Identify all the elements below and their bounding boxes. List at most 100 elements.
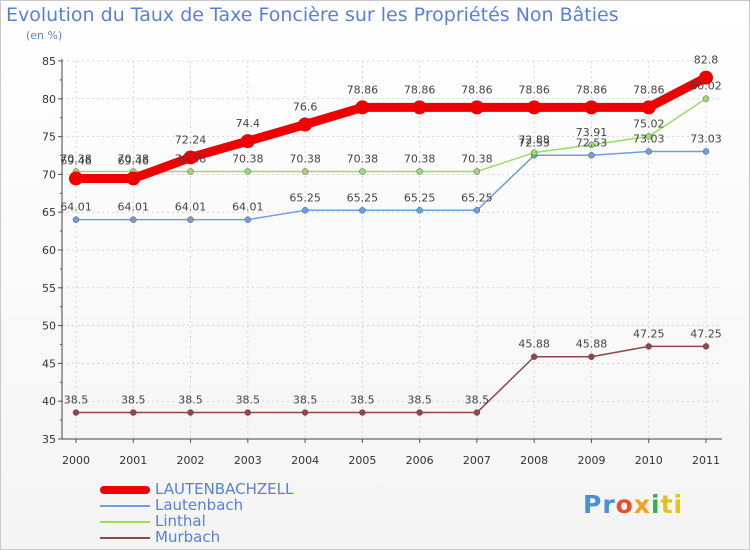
- data-label: 78.86: [404, 83, 436, 96]
- data-label: 70.38: [118, 153, 150, 166]
- data-label: 78.86: [347, 83, 379, 96]
- legend-item-linthal: Linthal: [100, 512, 360, 530]
- data-point: [530, 149, 538, 156]
- x-tick-label: 2005: [348, 454, 376, 467]
- data-label: 64.01: [232, 201, 264, 214]
- data-label: 72.53: [518, 136, 550, 149]
- legend-swatch-lautenbach: [100, 505, 150, 507]
- data-point: [187, 409, 194, 416]
- data-label: 74.4: [236, 117, 261, 130]
- data-label: 45.88: [518, 338, 550, 351]
- data-point: [69, 171, 83, 186]
- legend-swatch-linthal: [100, 521, 150, 523]
- y-tick-label: 75: [42, 131, 56, 144]
- x-tick-label: 2001: [119, 454, 147, 467]
- data-point: [244, 216, 252, 223]
- data-point: [473, 409, 481, 416]
- x-tick-label: 2000: [62, 454, 90, 467]
- data-label: 73.03: [633, 132, 665, 145]
- data-label: 38.5: [293, 394, 318, 407]
- y-axis-unit-label: (en %): [26, 29, 63, 42]
- data-label: 64.01: [60, 201, 92, 214]
- y-tick-label: 70: [42, 168, 56, 181]
- data-point: [584, 100, 599, 115]
- data-label: 70.38: [289, 153, 321, 166]
- y-tick-label: 60: [42, 244, 56, 257]
- data-label: 78.86: [461, 83, 493, 96]
- data-point: [588, 152, 595, 159]
- data-labels: 69.46 69.46 72.24 74.4 76.6 78.86 78.86 78.86 78…: [60, 54, 722, 407]
- data-point: [359, 207, 366, 214]
- series-line-murbach: [75, 345, 707, 414]
- data-point: [72, 409, 80, 416]
- data-label: 70.38: [347, 153, 379, 166]
- data-point: [301, 168, 309, 175]
- data-label: 75.02: [633, 117, 665, 130]
- data-point: [527, 100, 542, 115]
- data-label: 72.88: [518, 134, 550, 147]
- x-tick-label: 2006: [406, 454, 434, 467]
- data-point: [187, 216, 194, 223]
- series-line-lautenbach: [75, 150, 707, 221]
- legend-swatch-murbach: [100, 537, 150, 539]
- data-point: [130, 409, 137, 416]
- data-point: [469, 100, 484, 115]
- data-point: [588, 353, 595, 360]
- data-point: [244, 168, 252, 175]
- axes: 35 40 45 50 55 60 65 70 75 80 85 2000 2001 2002 2003 20…: [42, 55, 722, 467]
- data-label: 38.5: [178, 394, 203, 407]
- data-label: 64.01: [175, 201, 207, 214]
- data-label: 65.25: [347, 191, 379, 204]
- data-label: 65.25: [404, 191, 436, 204]
- x-tick-label: 2011: [692, 454, 720, 467]
- data-point: [187, 168, 194, 175]
- data-point: [412, 100, 427, 115]
- data-label: 78.86: [518, 83, 550, 96]
- legend-item-lautenbachzell: LAUTENBACHZELL: [100, 480, 360, 498]
- legend-item-murbach: Murbach: [100, 528, 360, 546]
- logo-part: Pr: [583, 490, 616, 519]
- data-point: [359, 168, 366, 175]
- data-point: [298, 117, 313, 132]
- data-point: [699, 70, 713, 85]
- data-label: 70.38: [175, 153, 207, 166]
- data-label: 65.25: [461, 191, 493, 204]
- data-point: [645, 133, 652, 140]
- data-label: 78.86: [633, 83, 665, 96]
- y-tick-label: 85: [42, 55, 56, 68]
- legend-label-murbach: Murbach: [155, 528, 221, 546]
- legend-label-lautenbachzell: LAUTENBACHZELL: [155, 480, 294, 498]
- data-label: 70.38: [232, 153, 264, 166]
- x-tick-label: 2010: [635, 454, 663, 467]
- data-point: [416, 207, 423, 214]
- logo-part: o: [615, 490, 634, 519]
- series-line-lautenbachzell: [71, 73, 711, 183]
- data-label: 82.8: [694, 54, 719, 67]
- legend-label-linthal: Linthal: [155, 512, 206, 530]
- data-point: [641, 100, 656, 115]
- data-label: 38.5: [121, 394, 146, 407]
- y-tick-label: 65: [42, 206, 56, 219]
- data-label: 47.25: [633, 327, 665, 340]
- y-tick-label: 50: [42, 320, 56, 333]
- x-tick-label: 2002: [177, 454, 205, 467]
- x-tick-label: 2003: [234, 454, 262, 467]
- data-label: 69.46: [118, 154, 150, 167]
- data-label: 73.91: [576, 126, 608, 139]
- data-point: [416, 409, 423, 416]
- logo-part: ti: [660, 490, 684, 519]
- y-tick-label: 55: [42, 282, 56, 295]
- data-point: [473, 207, 481, 214]
- data-point: [244, 409, 252, 416]
- series-lines: [69, 70, 713, 416]
- legend: LAUTENBACHZELL Lautenbach Linthal Murbac…: [100, 480, 360, 546]
- data-label: 38.5: [236, 394, 261, 407]
- x-tick-label: 2007: [463, 454, 491, 467]
- data-point: [588, 141, 595, 149]
- data-label: 78.86: [576, 83, 608, 96]
- data-point: [359, 409, 366, 416]
- y-tick-label: 45: [42, 357, 56, 370]
- data-point: [130, 216, 137, 223]
- data-point: [301, 409, 309, 416]
- x-tick-label: 2004: [291, 454, 319, 467]
